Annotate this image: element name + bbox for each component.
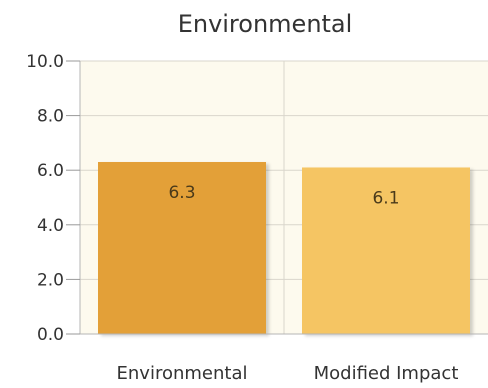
chart-title: Environmental: [178, 10, 353, 38]
y-tick-label: 0.0: [37, 325, 64, 345]
y-tick-label: 10.0: [26, 52, 64, 72]
x-category-label-2: Modified Impact: [314, 363, 459, 384]
data-label-1: 6.3: [168, 183, 195, 203]
bars: 6.3 6.1: [98, 162, 470, 334]
x-axis-labels: Environmental Modified Impact: [117, 363, 459, 384]
axes: [79, 61, 488, 335]
x-category-label-1: Environmental: [117, 363, 248, 384]
y-tick-label: 2.0: [37, 270, 64, 290]
bar-2: [302, 167, 470, 334]
data-label-2: 6.1: [372, 188, 399, 208]
y-tick-label: 6.0: [37, 161, 64, 181]
y-axis-ticks: 0.0 2.0 4.0 6.0 8.0 10.0: [26, 52, 80, 345]
y-tick-label: 8.0: [37, 107, 64, 127]
bar-1: [98, 162, 266, 334]
y-tick-label: 4.0: [37, 216, 64, 236]
